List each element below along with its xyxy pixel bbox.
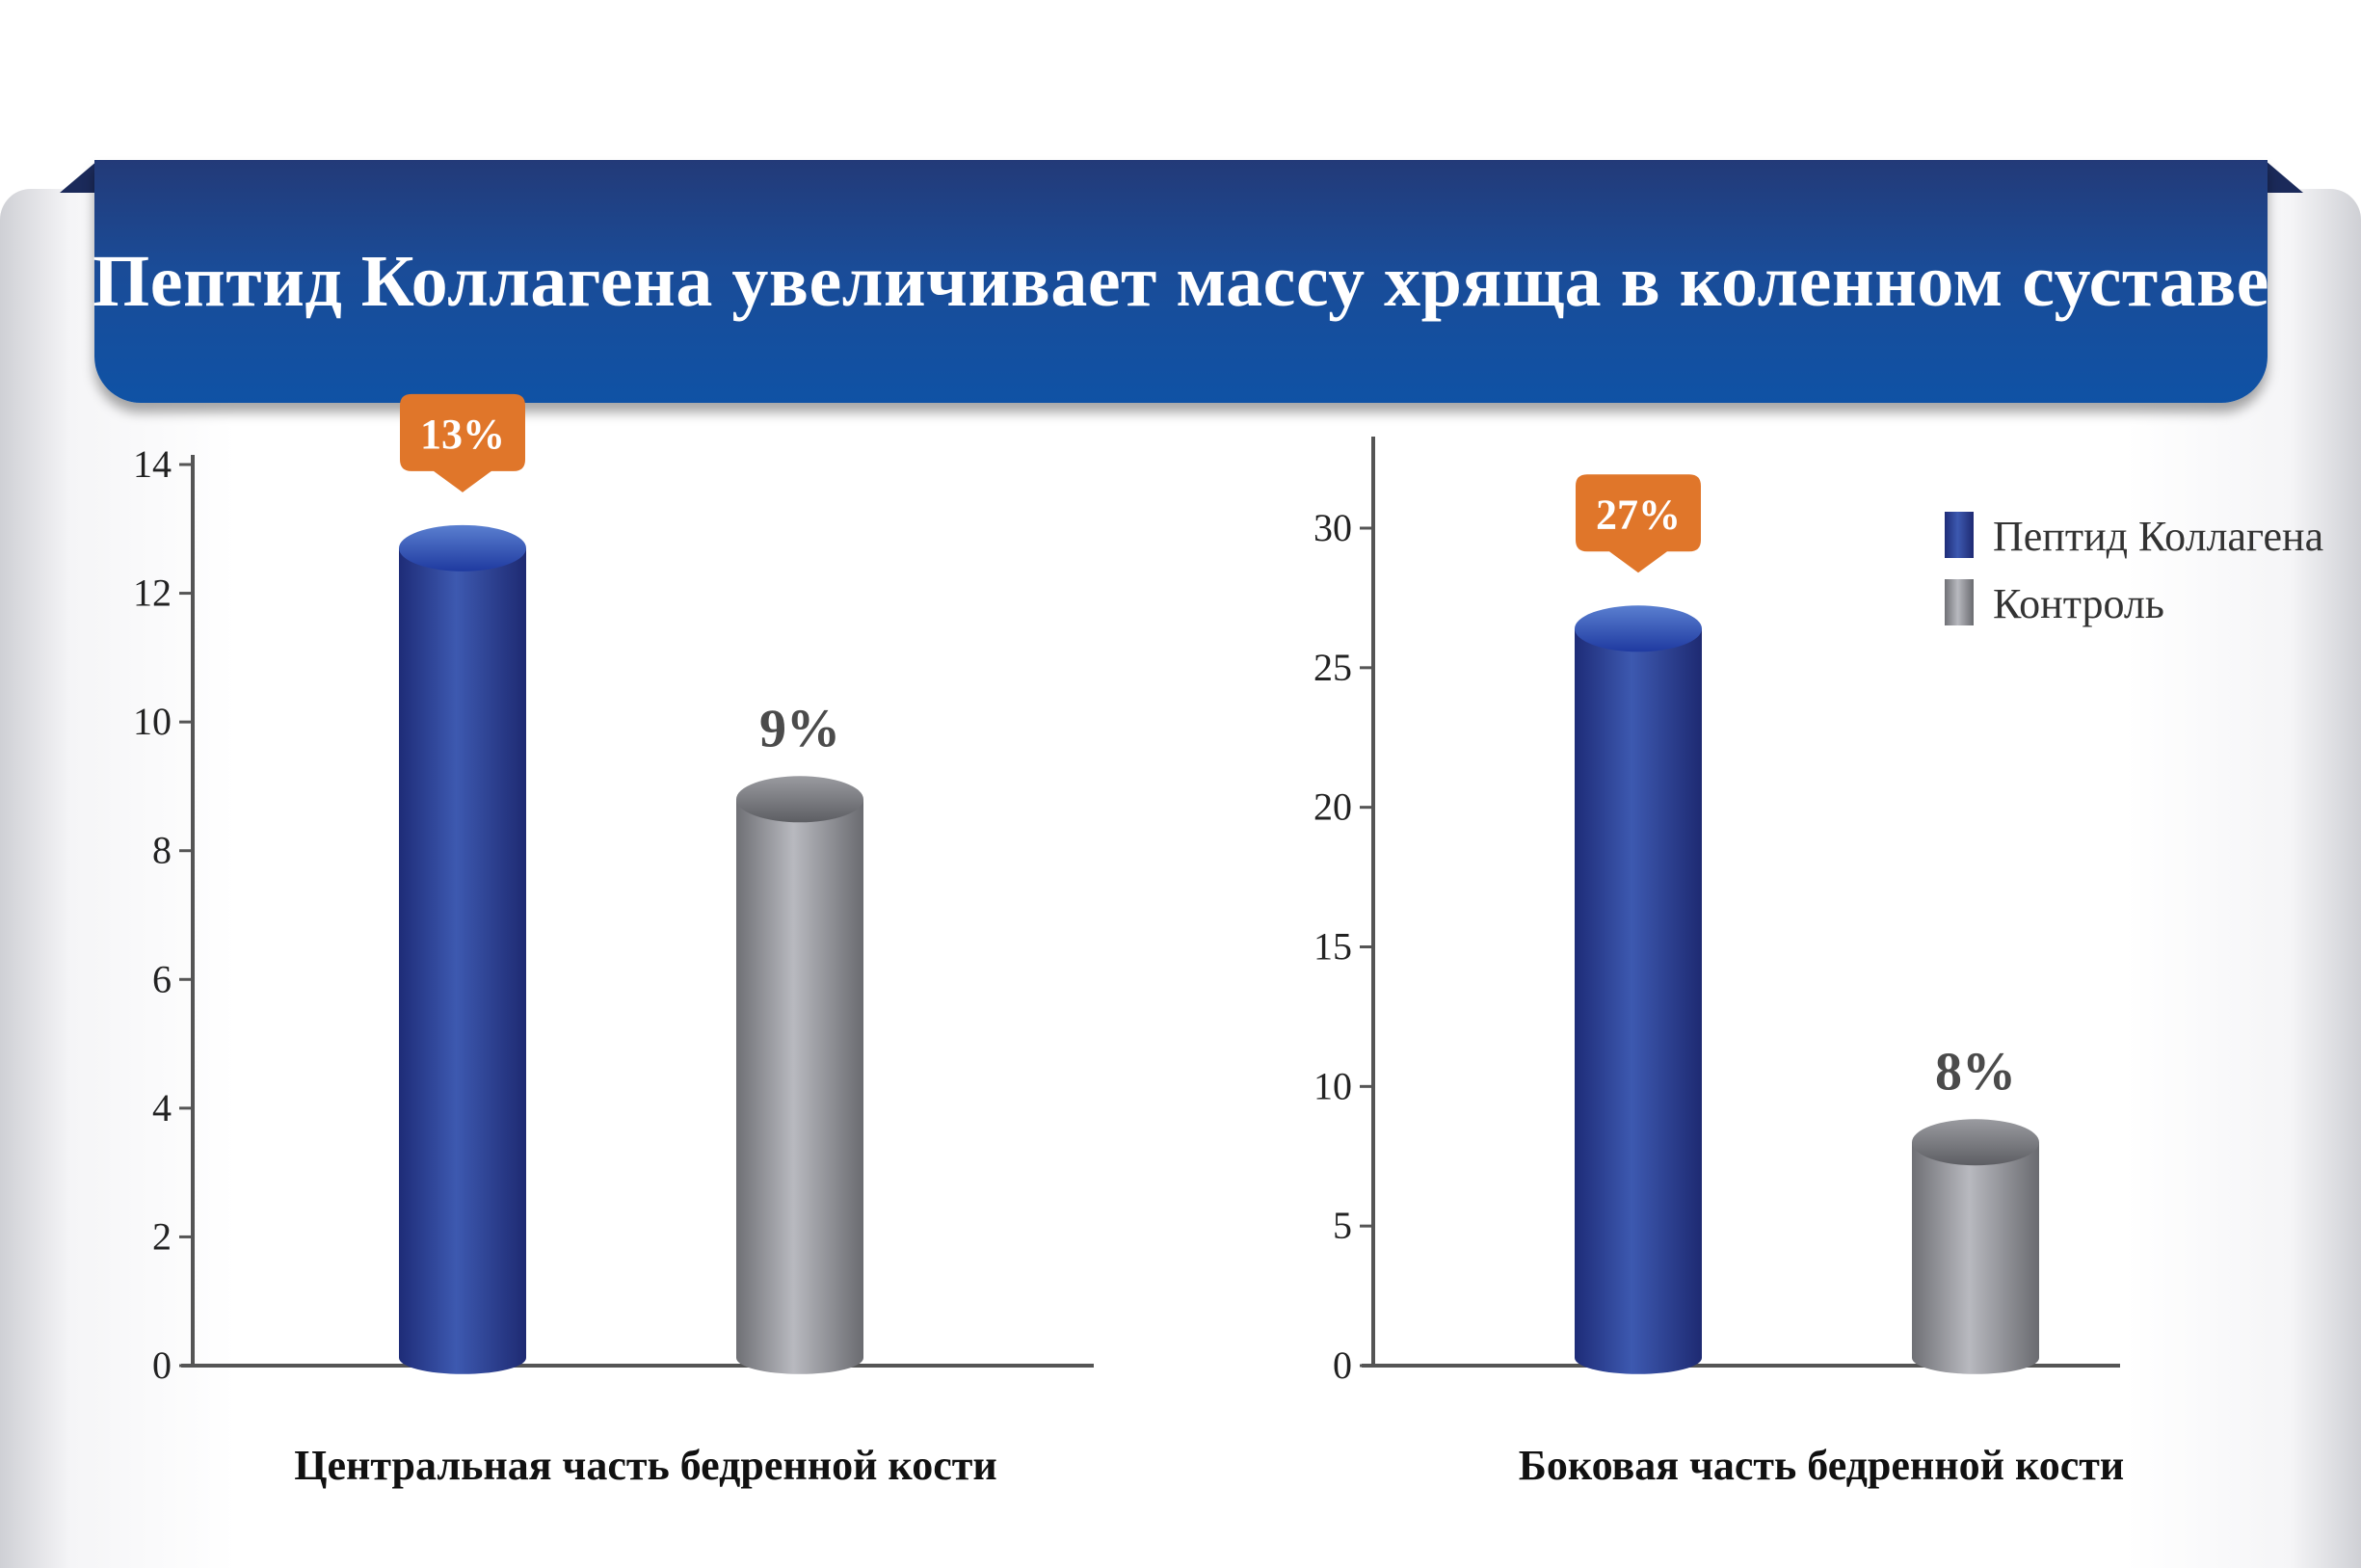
banner-fold-left (60, 160, 98, 193)
legend-swatch (1945, 512, 1974, 558)
y-tick-label: 12 (133, 571, 172, 615)
data-label: 8% (1935, 1042, 2016, 1102)
y-tick-label: 10 (1313, 1064, 1352, 1107)
chart-1: 0 2 4 6 8 10 12 14 13% 9% Центральная часть бедрен… (133, 393, 1094, 1489)
bar (399, 547, 526, 1374)
chart-2: 0 5 10 15 20 25 30 27% 8% Боковая часть бедренной… (1313, 437, 2124, 1489)
bar (1575, 628, 1702, 1374)
bar-top (399, 524, 526, 571)
data-label: 9% (759, 699, 840, 758)
y-tick-label: 6 (152, 957, 172, 1000)
y-tick-label: 0 (152, 1343, 172, 1387)
bar-top (736, 776, 863, 823)
legend-label: Контроль (1993, 580, 2164, 627)
legend-swatch (1945, 579, 1974, 625)
y-tick-label: 0 (1333, 1343, 1352, 1387)
y-tick-label: 20 (1313, 785, 1352, 829)
banner-fold-right (2265, 160, 2303, 193)
bar-top (1575, 605, 1702, 652)
legend: Пептид Коллагена Контроль (1945, 512, 2323, 627)
category-label: Центральная часть бедренной кости (294, 1442, 996, 1489)
data-label: 13% (420, 411, 505, 458)
title-banner: Пептид Коллагена увеличивает массу хряща… (93, 160, 2269, 403)
bar-top (1912, 1119, 2039, 1166)
category-label: Боковая часть бедренной кости (1519, 1442, 2125, 1489)
data-label: 27% (1596, 491, 1681, 538)
y-tick-label: 14 (133, 442, 172, 486)
y-tick-label: 8 (152, 829, 172, 872)
y-tick-label: 25 (1313, 646, 1352, 689)
value-callout (400, 393, 525, 492)
y-tick-label: 5 (1333, 1204, 1352, 1247)
y-tick-label: 30 (1313, 506, 1352, 549)
legend-label: Пептид Коллагена (1993, 513, 2323, 560)
y-tick-label: 15 (1313, 925, 1352, 969)
bar (736, 799, 863, 1374)
y-tick-label: 4 (152, 1086, 172, 1129)
value-callout (1576, 474, 1701, 573)
page-title: Пептид Коллагена увеличивает массу хряща… (93, 240, 2269, 322)
bar (1912, 1142, 2039, 1374)
y-tick-label: 10 (133, 700, 172, 743)
y-tick-label: 2 (152, 1214, 172, 1258)
